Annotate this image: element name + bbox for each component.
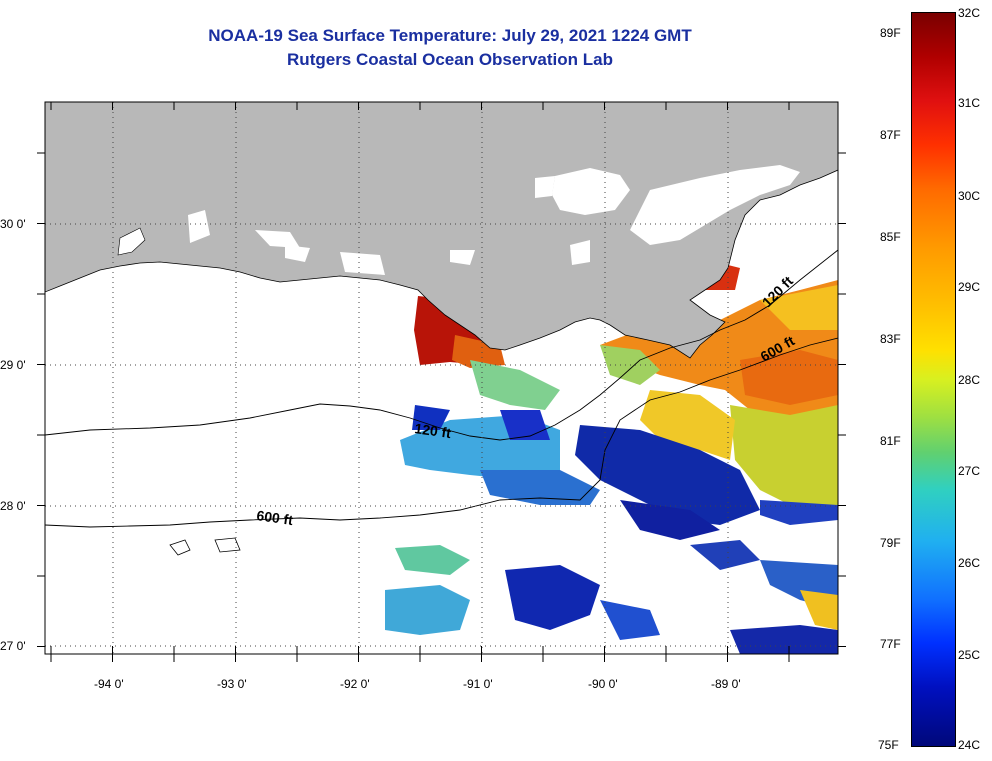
- map-title: NOAA-19 Sea Surface Temperature: July 29…: [208, 26, 692, 45]
- lake-pontchartrain: [552, 168, 630, 215]
- lake: [285, 245, 310, 262]
- lake: [255, 230, 300, 248]
- colorbar-f-label: 83F: [880, 332, 901, 346]
- colorbar-f-label: 79F: [880, 536, 901, 550]
- contour-120ft: [45, 249, 838, 441]
- map-subtitle: Rutgers Coastal Ocean Observation Lab: [287, 50, 613, 69]
- sst-mid-patch: [470, 360, 560, 410]
- sst-cool-patch: [575, 425, 760, 525]
- colorbar-c-label: 26C: [958, 556, 981, 570]
- lat-label: 29 0': [0, 358, 26, 372]
- colorbar-f-label: 81F: [880, 434, 901, 448]
- lake: [117, 227, 146, 256]
- lon-label: -94 0': [94, 677, 124, 691]
- colorbar-c-label: 30C: [958, 189, 981, 203]
- colorbar-c-label: 28C: [958, 373, 981, 387]
- color-bar: [911, 12, 956, 747]
- sst-cool-patch: [505, 565, 600, 630]
- contour-600ft: [45, 337, 838, 528]
- lat-label: 30 0': [0, 217, 26, 231]
- colorbar-f-label: 77F: [880, 637, 901, 651]
- lon-label: -89 0': [711, 677, 741, 691]
- lake: [340, 252, 385, 275]
- colorbar-c-label: 31C: [958, 96, 981, 110]
- sst-cool-patch: [620, 500, 720, 540]
- sst-warm-patch: [740, 350, 838, 405]
- colorbar-c-label: 29C: [958, 280, 981, 294]
- map-frame: [44, 101, 839, 655]
- colorbar-c-label: 32C: [958, 6, 981, 20]
- bank-contour: [214, 537, 241, 553]
- lon-label: -91 0': [463, 677, 493, 691]
- contour-label-600ft: 600 ft: [256, 507, 295, 528]
- lake-borgne: [630, 165, 800, 245]
- colorbar-f-label: 89F: [880, 26, 901, 40]
- lake: [570, 240, 590, 265]
- sst-cool-patch: [385, 585, 470, 635]
- sst-cool-patch: [690, 540, 760, 570]
- sst-cool-patch: [730, 625, 838, 654]
- sst-warm-patch: [800, 590, 838, 630]
- sst-cool-patch: [395, 545, 470, 575]
- graticule: [45, 102, 838, 654]
- colorbar-f-label: 75F: [878, 738, 899, 752]
- lake: [535, 176, 555, 198]
- colorbar-f-label: 85F: [880, 230, 901, 244]
- lon-label: -90 0': [588, 677, 618, 691]
- lat-label: 27 0': [0, 639, 26, 653]
- sst-cool-patch: [760, 500, 838, 525]
- sst-cool-patch: [412, 405, 450, 430]
- lat-label: 28 0': [0, 499, 26, 513]
- lake: [450, 250, 475, 265]
- sst-mid-patch: [640, 390, 735, 460]
- sst-mid-patch: [730, 405, 838, 520]
- colorbar-f-label: 87F: [880, 128, 901, 142]
- sst-warm-patch: [760, 285, 838, 330]
- sst-cool-patch: [480, 470, 600, 505]
- contour-label-120ft: 120 ft: [414, 420, 453, 441]
- colorbar-c-label: 27C: [958, 464, 981, 478]
- colorbar-c-label: 25C: [958, 648, 981, 662]
- lake: [188, 210, 210, 243]
- lon-label: -93 0': [217, 677, 247, 691]
- colorbar-c-label: 24C: [958, 738, 981, 752]
- sst-map: 120 ft 600 ft 120 ft 600 ft -94 0' -93 0…: [0, 101, 846, 691]
- lon-label: -92 0': [340, 677, 370, 691]
- bank-contour: [169, 539, 191, 556]
- axis-ticks: [37, 102, 846, 662]
- sst-cool-patch: [600, 600, 660, 640]
